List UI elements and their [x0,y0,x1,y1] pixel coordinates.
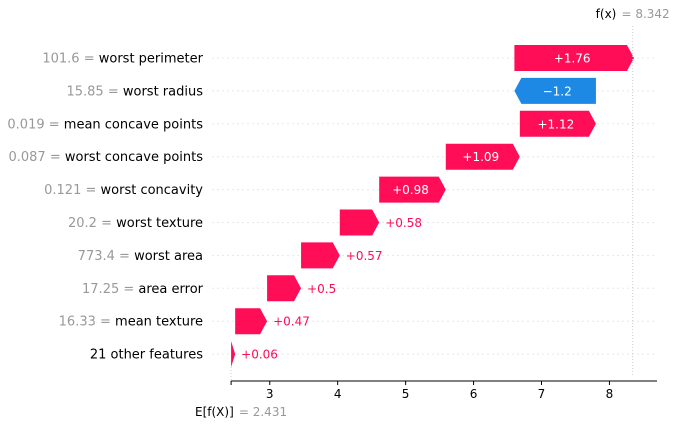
output-value-annotation: f(x) = 8.342 [596,3,670,22]
feature-value: 0.087 [8,150,45,165]
contribution-label: +0.98 [392,183,429,197]
feature-label: 101.6 = worst perimeter [42,52,203,67]
feature-value: 17.25 [82,282,119,297]
feature-name: 21 other features [90,348,203,363]
feature-value: 773.4 [78,249,115,264]
feature-equals: = [45,117,64,132]
positive-contribution-bar [339,209,380,236]
feature-value: 0.019 [7,117,44,132]
contribution-label: +0.58 [385,216,422,230]
gridlines [212,57,657,381]
feature-equals: = [96,315,115,330]
contribution-label: +0.5 [307,282,336,296]
positive-contribution-bar [235,308,268,335]
feature-value: 15.85 [66,84,103,99]
feature-equals: = [104,84,123,99]
positive-contribution-bar [519,110,596,137]
positive-contribution-bar [445,143,520,170]
feature-label: 773.4 = worst area [78,249,203,264]
feature-value: 101.6 [42,52,79,67]
feature-labels: 101.6 = worst perimeter 15.85 = worst rad… [7,52,203,363]
feature-name: worst concave points [65,150,203,165]
feature-value: 20.2 [68,216,97,231]
feature-label: 20.2 = worst texture [68,216,203,231]
positive-contribution-bar [301,242,340,269]
feature-name: mean concave points [64,117,203,132]
feature-equals: = [97,216,116,231]
feature-equals: = [115,249,134,264]
positive-contribution-bar [267,275,302,302]
feature-label: 17.25 = area error [82,282,204,297]
feature-name: worst perimeter [99,52,204,67]
x-tick-label: 5 [402,387,410,401]
contribution-label: +0.57 [346,249,383,263]
feature-label: 21 other features [90,348,203,363]
x-tick-label: 4 [334,387,342,401]
base-value-annotation: E[f(X)] = 2.431 [195,401,287,420]
feature-name: worst concavity [101,183,204,198]
x-tick-label: 3 [266,387,274,401]
feature-name: worst radius [123,84,203,99]
feature-label: 0.121 = worst concavity [44,183,203,198]
feature-name: mean texture [115,315,203,330]
feature-label: 16.33 = mean texture [59,315,203,330]
positive-contribution-bar [514,45,634,71]
positive-contribution-bar [379,176,446,203]
output-value-number: 8.342 [635,7,669,21]
output-value-equals: = [621,7,635,21]
x-tick-label: 6 [470,387,478,401]
x-tick-label: 8 [606,387,614,401]
feature-equals: = [80,52,99,67]
contribution-bars: +1.76 −1.2 +1.12 +1.09 +0.98 +0.58 +0.57 +0.5 +0… [231,45,634,368]
contribution-label: +0.06 [241,348,278,362]
base-value-equals: = [239,405,253,419]
feature-label: 0.087 = worst concave points [8,150,203,165]
feature-name: worst texture [116,216,203,231]
feature-equals: = [46,150,65,165]
base-value-label: E[f(X)] [195,405,234,419]
contribution-label: +1.12 [537,117,574,131]
base-value-number: 2.431 [253,405,287,419]
feature-label: 15.85 = worst radius [66,84,203,99]
feature-label: 0.019 = mean concave points [7,117,203,132]
feature-equals: = [81,183,100,198]
feature-equals: = [119,282,138,297]
feature-value: 16.33 [59,315,96,330]
contribution-label: +0.47 [273,315,310,329]
negative-contribution-bar [514,77,596,104]
contribution-label: −1.2 [543,84,572,98]
x-tick-label: 7 [538,387,546,401]
x-axis: 3 4 5 6 7 8 [230,380,657,401]
positive-contribution-bar [231,341,236,368]
feature-value: 0.121 [44,183,81,198]
contribution-label: +1.09 [462,150,499,164]
feature-name: area error [138,282,203,297]
feature-name: worst area [134,249,203,264]
contribution-label: +1.76 [554,52,591,66]
output-value-label: f(x) [596,7,617,21]
